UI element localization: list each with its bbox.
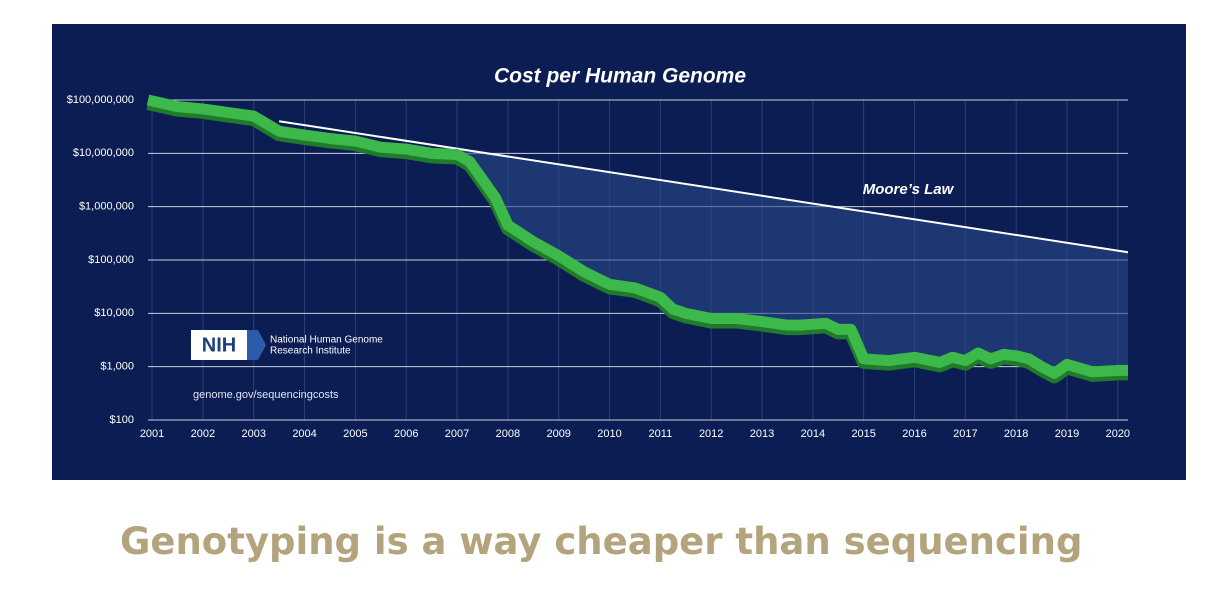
y-tick-label: $10,000,000: [73, 147, 134, 159]
x-tick-label: 2011: [649, 428, 673, 440]
chart-title: Cost per Human Genome: [494, 65, 746, 88]
x-tick-label: 2005: [343, 428, 367, 440]
x-tick-label: 2019: [1055, 428, 1079, 440]
x-tick-label: 2009: [546, 428, 570, 440]
x-tick-label: 2010: [597, 428, 621, 440]
x-tick-label: 2012: [699, 428, 723, 440]
y-tick-label: $100,000: [88, 254, 134, 266]
x-tick-label: 2002: [191, 428, 215, 440]
nih-logo-chevron: [247, 330, 266, 360]
series-line: [146, 94, 1128, 379]
x-tick-label: 2003: [241, 428, 265, 440]
y-tick-label: $1,000,000: [79, 201, 134, 213]
x-tick-label: 2018: [1004, 428, 1028, 440]
nih-logo-text: NIH: [202, 334, 236, 356]
gap-area: [457, 148, 1128, 374]
nih-logo-box: [191, 330, 247, 360]
x-tick-label: 2020: [1106, 428, 1130, 440]
series-line: [278, 120, 1129, 254]
institute-name: Research Institute: [270, 346, 351, 357]
x-tick-label: 2006: [394, 428, 418, 440]
caption: Genotyping is a way cheaper than sequenc…: [120, 520, 1083, 563]
source-url: genome.gov/sequencingcosts: [193, 389, 339, 401]
y-tick-label: $100: [110, 414, 134, 426]
x-tick-label: 2016: [902, 428, 926, 440]
x-tick-label: 2017: [953, 428, 977, 440]
x-tick-label: 2004: [292, 428, 316, 440]
y-tick-label: $10,000: [94, 307, 134, 319]
x-tick-label: 2001: [140, 428, 164, 440]
x-tick-label: 2008: [496, 428, 520, 440]
y-tick-label: $100,000,000: [67, 94, 134, 106]
x-tick-label: 2014: [801, 428, 825, 440]
plot: 2001 2002 2003 2004 2005 2006 2007 2008 2009 2010…: [67, 94, 1130, 440]
moore-label: Moore’s Law: [863, 181, 955, 198]
x-tick-label: 2013: [750, 428, 774, 440]
x-tick-label: 2015: [851, 428, 875, 440]
x-tick-label: 2007: [445, 428, 469, 440]
institute-name: National Human Genome: [270, 335, 383, 346]
y-tick-label: $1,000: [100, 361, 134, 373]
